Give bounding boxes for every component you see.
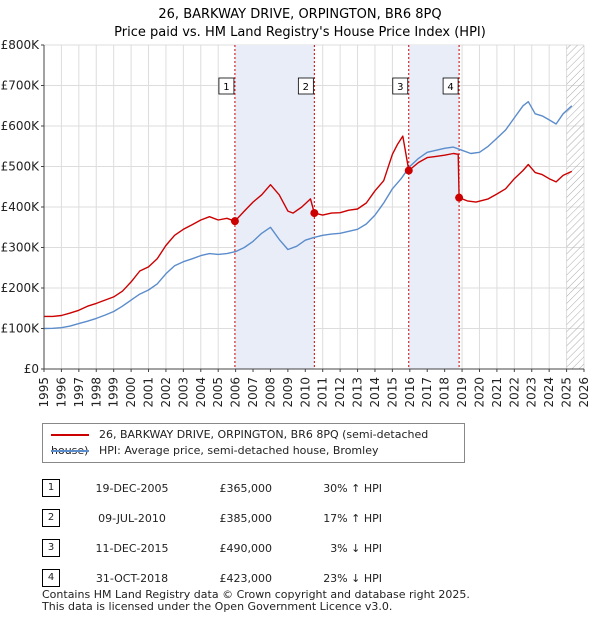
legend-item-hpi: HPI: Average price, semi-detached house,… xyxy=(51,443,378,459)
transaction-box-4 xyxy=(442,77,459,95)
y-tick-label: £400K xyxy=(1,200,41,214)
x-tick-label: 2004 xyxy=(194,377,208,408)
transaction-lines xyxy=(234,45,460,369)
y-tick-label: £500K xyxy=(1,160,41,174)
transaction-points xyxy=(230,166,464,226)
chart-subtitle: Price paid vs. HM Land Registry's House … xyxy=(114,25,486,40)
transaction-box-label: 4 xyxy=(447,82,453,93)
transaction-box-label: 1 xyxy=(223,82,229,93)
x-tick-label: 2019 xyxy=(455,377,469,408)
transaction-badge: 1 xyxy=(42,479,60,497)
transaction-date: 31-OCT-2018 xyxy=(95,571,169,585)
x-tick-label: 2017 xyxy=(420,377,434,408)
x-tick-label: 2000 xyxy=(124,377,138,408)
x-tick-label: 1996 xyxy=(54,377,68,408)
x-tick-label: 2025 xyxy=(560,377,574,408)
series-lines xyxy=(43,100,573,330)
legend-swatch-property xyxy=(51,434,89,436)
transaction-date: 11-DEC-2015 xyxy=(95,541,169,555)
transaction-hpi: 17% ↑ HPI xyxy=(323,511,382,525)
footer-line-2: This data is licensed under the Open Gov… xyxy=(42,600,393,613)
transactions-table: 1 19-DEC-2005 £365,000 30% ↑ HPI 2 09-JU… xyxy=(42,473,382,593)
x-tick-label: 2013 xyxy=(351,377,365,408)
transaction-box-1 xyxy=(218,77,235,95)
x-tick-label: 2026 xyxy=(577,377,591,408)
legend-label-hpi: HPI: Average price, semi-detached house,… xyxy=(99,444,379,457)
x-tick-label: 2005 xyxy=(211,377,225,408)
x-tick-label: 2011 xyxy=(316,377,330,408)
x-tick-label: 2009 xyxy=(281,377,295,408)
x-tick-label: 2006 xyxy=(229,377,243,408)
shaded-period-2 xyxy=(408,45,460,369)
table-row: 4 31-OCT-2018 £423,000 23% ↓ HPI xyxy=(42,563,382,593)
x-tick-label: 2002 xyxy=(159,377,173,408)
y-tick-label: £300K xyxy=(1,241,41,255)
x-tick-label: 2016 xyxy=(403,377,417,408)
x-axis: 1995 1996 1997 1998 1999 2000 2001 2002 2003 2004… xyxy=(37,368,591,408)
x-tick-label: 2020 xyxy=(472,377,486,408)
y-tick-label: £200K xyxy=(1,281,41,295)
transaction-hpi: 3% ↓ HPI xyxy=(330,541,382,555)
transaction-badge: 2 xyxy=(42,509,60,527)
transaction-box-3 xyxy=(392,77,409,95)
transaction-date: 19-DEC-2005 xyxy=(95,481,169,495)
forecast-hatch-area xyxy=(566,45,584,369)
transaction-point-2 xyxy=(310,209,319,218)
x-tick-label: 2003 xyxy=(176,377,190,408)
y-tick-label: £0 xyxy=(24,362,39,376)
transaction-box-label: 3 xyxy=(397,82,403,93)
x-tick-label: 2024 xyxy=(542,377,556,408)
transaction-point-3 xyxy=(404,166,413,175)
x-tick-label: 2014 xyxy=(368,377,382,408)
x-tick-label: 1999 xyxy=(107,377,121,408)
transaction-price: £423,000 xyxy=(219,571,273,585)
transaction-badge: 4 xyxy=(42,569,60,587)
x-tick-label: 2015 xyxy=(385,377,399,408)
x-tick-label: 1997 xyxy=(72,377,86,408)
transaction-price: £490,000 xyxy=(219,541,273,555)
x-tick-label: 2012 xyxy=(333,377,347,408)
transaction-point-4 xyxy=(455,193,464,202)
y-tick-label: £700K xyxy=(1,79,41,93)
x-tick-label: 2018 xyxy=(438,377,452,408)
transaction-price: £365,000 xyxy=(219,481,273,495)
hpi-line xyxy=(43,100,573,330)
y-tick-label: £100K xyxy=(1,322,41,336)
y-axis: £0 £100K £200K £300K £400K £500K £600K £700K £80… xyxy=(1,38,45,376)
x-tick-label: 2001 xyxy=(142,377,156,408)
transaction-box-label: 2 xyxy=(303,82,309,93)
transaction-hpi: 30% ↑ HPI xyxy=(323,481,382,495)
price-chart: 26, BARKWAY DRIVE, ORPINGTON, BR6 8PQ Pr… xyxy=(1,7,591,408)
transaction-box-2 xyxy=(297,77,314,95)
table-row: 2 09-JUL-2010 £385,000 17% ↑ HPI xyxy=(42,503,382,533)
x-tick-label: 2007 xyxy=(246,377,260,408)
forecast-hatch xyxy=(566,45,584,369)
x-tick-label: 2008 xyxy=(263,377,277,408)
y-tick-label: £600K xyxy=(1,119,41,133)
y-tick-label: £800K xyxy=(1,38,41,52)
x-tick-label: 2023 xyxy=(525,377,539,408)
transaction-hpi: 23% ↓ HPI xyxy=(323,571,382,585)
footer: Contains HM Land Registry data © Crown c… xyxy=(42,589,470,613)
x-tick-label: 2021 xyxy=(490,377,504,408)
x-tick-label: 2022 xyxy=(507,377,521,408)
x-tick-label: 1998 xyxy=(89,377,103,408)
table-row: 1 19-DEC-2005 £365,000 30% ↑ HPI xyxy=(42,473,382,503)
chart-title: 26, BARKWAY DRIVE, ORPINGTON, BR6 8PQ xyxy=(158,7,441,22)
legend: 26, BARKWAY DRIVE, ORPINGTON, BR6 8PQ (s… xyxy=(42,423,465,463)
table-row: 3 11-DEC-2015 £490,000 3% ↓ HPI xyxy=(42,533,382,563)
transaction-date: 09-JUL-2010 xyxy=(98,511,166,525)
x-tick-label: 2010 xyxy=(298,377,312,408)
transaction-price: £385,000 xyxy=(219,511,273,525)
transaction-badge: 3 xyxy=(42,539,60,557)
footer-line-1: Contains HM Land Registry data © Crown c… xyxy=(42,588,470,601)
transaction-boxes: 1 2 3 4 xyxy=(218,77,459,95)
transaction-point-1 xyxy=(230,217,239,226)
legend-item-property: 26, BARKWAY DRIVE, ORPINGTON, BR6 8PQ (s… xyxy=(51,427,464,457)
property-price-line xyxy=(44,135,573,318)
x-tick-label: 1995 xyxy=(37,377,51,408)
legend-swatch-hpi xyxy=(51,450,89,452)
